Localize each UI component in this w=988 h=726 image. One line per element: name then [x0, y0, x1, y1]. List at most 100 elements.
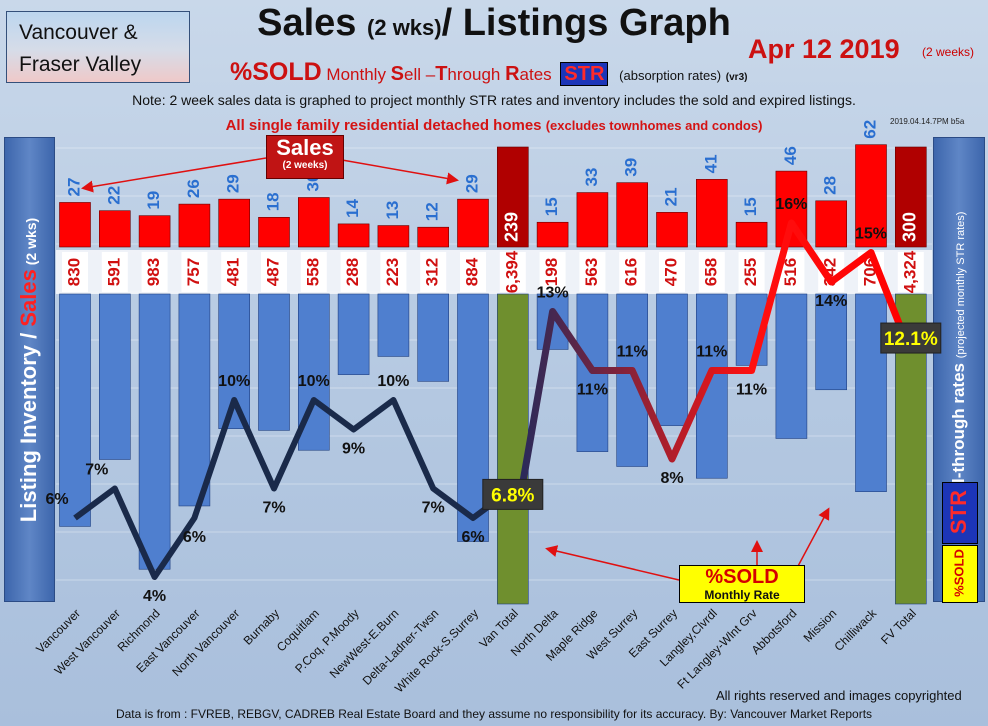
inventory-label-box: [539, 252, 566, 292]
category-label: Mission: [801, 606, 840, 645]
sales-value-label: 300: [900, 212, 920, 242]
str-value-label: 11%: [577, 382, 608, 399]
sold-callout: %SOLD Monthly Rate: [679, 565, 805, 603]
str-value-label: 13%: [537, 285, 569, 302]
inventory-value-label: 288: [343, 258, 362, 286]
sold-callout-arrow-3: [796, 507, 830, 569]
title-paren: (2 wks): [367, 15, 442, 40]
category-label: Ft Langley-Wlnt Grv: [674, 606, 759, 691]
inventory-label-box: [499, 252, 526, 292]
sales-value-label: 12: [423, 202, 442, 221]
sales-value-label: 29: [224, 174, 243, 193]
inventory-value-label: 312: [423, 258, 442, 286]
sales-bar: [337, 223, 370, 248]
homes-scope: All single family residential detached h…: [0, 117, 988, 134]
sales-bar: [496, 146, 529, 248]
left-axis-panel: [4, 137, 55, 602]
str-value-label: 6%: [183, 529, 206, 546]
sales-bar: [457, 198, 489, 248]
str-badge: STR: [560, 62, 609, 86]
sales-callout-arrow-left: [81, 157, 267, 193]
inventory-value-label: 830: [64, 258, 83, 286]
inventory-value-label: 983: [144, 258, 163, 286]
str-value-label: 11%: [736, 382, 767, 399]
inventory-value-label: 6,394: [502, 250, 521, 293]
str-value-label: 7%: [85, 462, 108, 479]
inventory-value-label: 658: [701, 258, 720, 286]
inventory-bar: [616, 293, 649, 467]
chart-note: Note: 2 week sales data is graphed to pr…: [132, 92, 856, 108]
sales-bar: [815, 200, 848, 248]
sales-value-label: 239: [502, 212, 522, 242]
inventory-bar: [59, 293, 91, 527]
inventory-bar: [178, 293, 211, 507]
sold-callout-title: %SOLD: [705, 566, 779, 588]
total-str-label: 12.1%: [884, 329, 938, 350]
str-value-label: 7%: [262, 500, 285, 517]
inventory-bar: [656, 293, 688, 426]
sales-bar: [894, 146, 927, 248]
sales-value-label: 41: [701, 154, 720, 173]
total-str-box: [880, 322, 942, 354]
inventory-value-label: 591: [104, 258, 123, 286]
total-str-box: [482, 478, 544, 510]
right-str-box: [942, 482, 978, 544]
inventory-bar: [337, 293, 370, 375]
inventory-value-label: 255: [741, 258, 760, 286]
region-line-2: Fraser Valley: [19, 53, 142, 76]
inventory-bar: [377, 293, 410, 357]
sales-value-label: 28: [821, 176, 840, 195]
sales-bar: [218, 198, 250, 248]
category-label: Chilliwack: [832, 606, 880, 654]
right-sold-box: [942, 545, 978, 603]
inventory-label-box: [698, 252, 725, 292]
sales-value-label: 18: [263, 192, 282, 211]
sales-value-label: 27: [64, 178, 83, 197]
subtitle-part: ell –: [404, 65, 436, 84]
sales-value-label: 46: [781, 146, 800, 165]
total-str-label: 6.8%: [491, 485, 534, 506]
footer-source: Data is from : FVREB, REBGV, CADREB Real…: [115, 707, 873, 721]
sales-value-label: 14: [343, 198, 362, 217]
inventory-label-box: [380, 252, 407, 292]
inventory-label-box: [141, 252, 168, 292]
subtitle-version: (vr3): [725, 72, 748, 83]
vancouver-str-line: [73, 397, 507, 580]
inventory-value-label: 558: [303, 258, 322, 286]
sales-value-label: 22: [104, 186, 123, 205]
sales-callout-title: Sales: [276, 135, 334, 160]
sales-bar: [695, 179, 728, 248]
sales-value-label: 29: [462, 174, 481, 193]
inventory-label-box: [460, 252, 486, 292]
sales-bar: [99, 210, 131, 248]
sales-bar: [536, 221, 569, 248]
inventory-bar: [815, 293, 848, 391]
title-main: Sales: [257, 2, 357, 44]
str-value-label: 11%: [696, 344, 727, 361]
inventory-label-box: [420, 252, 447, 292]
inventory-label-box: [221, 252, 248, 292]
str-value-label: 10%: [298, 373, 330, 390]
sales-bar: [417, 226, 450, 248]
subtitle-part: hrough: [447, 65, 506, 84]
sales-bar: [377, 225, 410, 248]
subtitle-part: ates: [519, 65, 552, 84]
fraser-valley-str-line: [517, 219, 909, 495]
inventory-bar: [496, 293, 529, 605]
inventory-value-label: 223: [383, 258, 402, 286]
sales-bar: [576, 192, 609, 248]
sales-value-label: 15: [542, 197, 561, 216]
subtitle-absorption: (absorption rates): [619, 68, 722, 83]
inventory-label-box: [340, 252, 367, 292]
chart-title: Sales (2 wks)/ Listings Graph: [0, 2, 988, 45]
sales-bar: [258, 217, 290, 248]
inventory-label-box: [659, 252, 685, 292]
inventory-value-label: 757: [184, 258, 203, 286]
subtitle-part: S: [390, 63, 405, 85]
sold-callout-arrow-1: [545, 545, 680, 581]
inventory-label-box: [579, 252, 606, 292]
inventory-label-box: [738, 252, 765, 292]
report-date: Apr 12 2019: [748, 34, 900, 64]
footer-rights: All rights reserved and images copyright…: [716, 688, 962, 703]
